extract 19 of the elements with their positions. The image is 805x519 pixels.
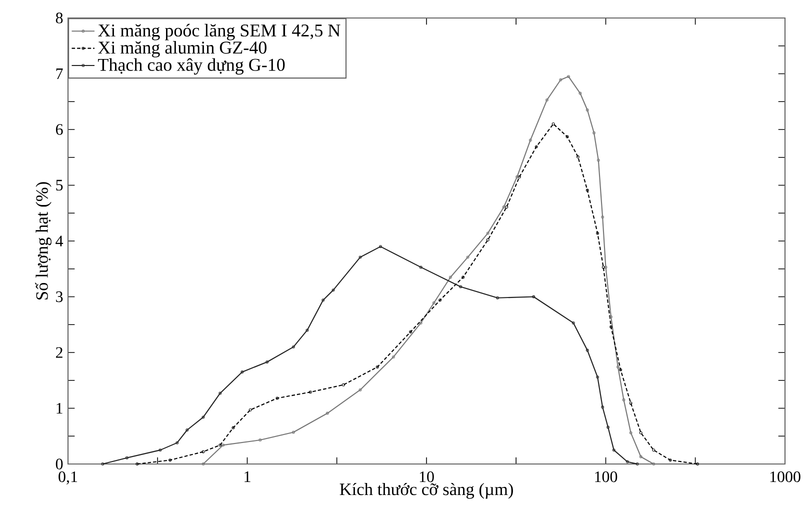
y-tick-label: 3 (56, 291, 63, 302)
x-tick-label: 10 (420, 471, 434, 482)
y-tick-label: 8 (56, 12, 63, 24)
y-tick-label: 0 (56, 458, 63, 470)
y-tick-label: 1 (56, 402, 62, 414)
legend-label: Xi măng poóc lăng SEM I 42,5 N (98, 24, 340, 40)
y-tick-label: 7 (56, 68, 63, 79)
x-axis-title: Kích thước cỡ sàng (µm) (340, 482, 513, 499)
legend-label: Xi măng alumin GZ-40 (98, 41, 266, 58)
y-axis-title: Số lượng hạt (%) (35, 182, 52, 300)
y-tick-label: 2 (56, 347, 62, 358)
x-tick-label: 100 (595, 471, 618, 482)
y-tick-label: 6 (56, 124, 63, 135)
legend-label: Thạch cao xây dựng G-10 (98, 58, 285, 75)
x-tick-label: 1000 (770, 471, 800, 482)
x-tick-label: 0,1 (58, 471, 78, 484)
x-tick-label: 1 (244, 471, 250, 482)
y-tick-label: 4 (56, 236, 64, 246)
y-tick-label: 5 (56, 180, 63, 191)
